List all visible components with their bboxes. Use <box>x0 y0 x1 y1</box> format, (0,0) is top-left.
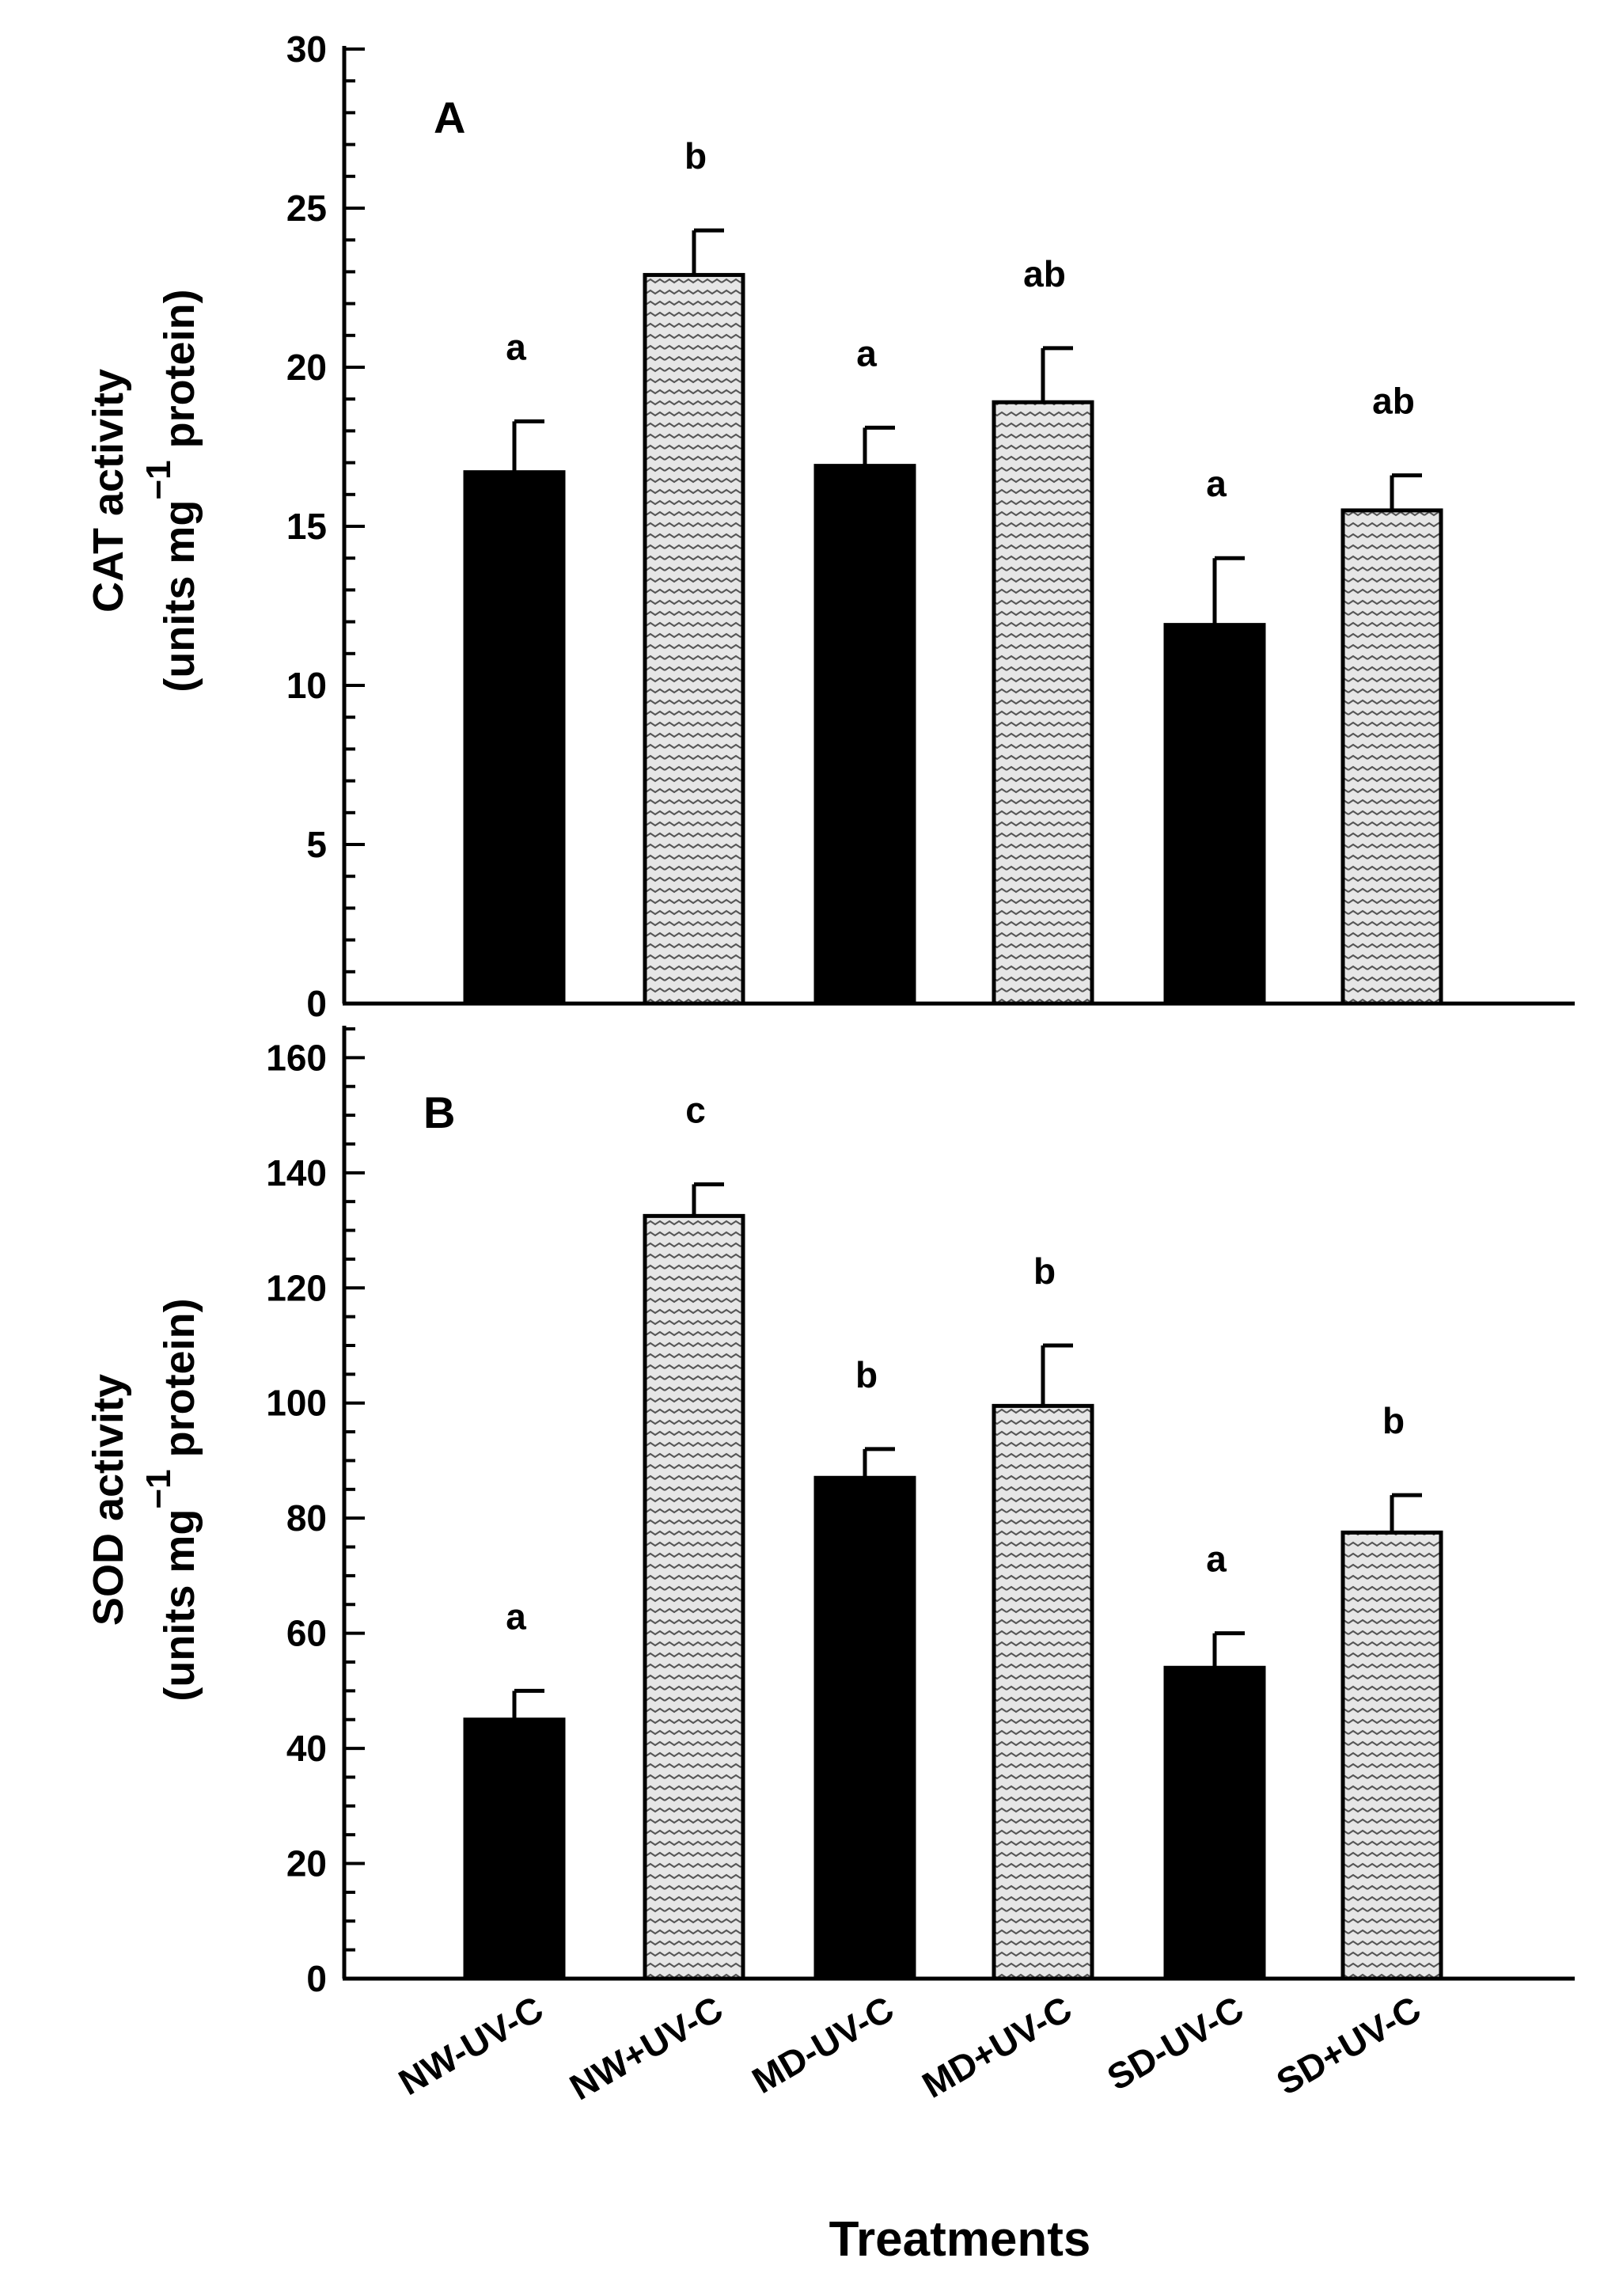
significance-letter: a <box>856 332 877 374</box>
bar-nwplus-uv-c <box>643 1213 745 1981</box>
y-axis-title-line2: (units mg−1 protein) <box>139 1298 203 1701</box>
y-tick-label: 120 <box>266 1267 327 1308</box>
error-bar <box>1212 556 1245 625</box>
y-tick-label: 40 <box>286 1728 327 1769</box>
error-bars-group <box>512 1182 1422 1720</box>
axes-group: 0 20 40 60 80 100 120 140 160 <box>266 1026 1575 1999</box>
axes-group: 0 5 10 15 20 25 30 <box>286 28 1575 1024</box>
error-bar <box>1212 1631 1245 1668</box>
significance-letter: b <box>684 135 707 176</box>
bar-nw-uv-c <box>463 470 566 1006</box>
y-tick-label: 140 <box>266 1152 327 1194</box>
bar-md-uv-c <box>813 464 916 1006</box>
significance-letter: ab <box>1023 253 1066 294</box>
bar-sd-uv-c <box>1163 623 1266 1006</box>
significance-letter: ab <box>1372 381 1415 422</box>
y-tick-label: 20 <box>286 347 327 388</box>
significance-letters-group: a c b b a b <box>506 1089 1405 1637</box>
x-category-label: SD-UV-C <box>1100 1988 1250 2099</box>
error-bar <box>863 425 895 466</box>
y-tick-label: 160 <box>266 1037 327 1078</box>
error-bar <box>1041 1343 1073 1406</box>
y-axis-title-line1: CAT activity <box>85 369 132 613</box>
chart-panel-b: a c b b a b 0 20 40 60 80 100 120 140 160 B SOD activ… <box>85 1026 1575 1999</box>
significance-letter: b <box>1382 1400 1405 1441</box>
y-tick-label: 5 <box>306 824 327 865</box>
x-category-label: NW-UV-C <box>392 1988 550 2104</box>
y-axis-title-b: SOD activity (units mg−1 protein) <box>85 1298 203 1701</box>
panel-label-a: A <box>434 93 465 142</box>
significance-letter: b <box>1033 1250 1056 1292</box>
significance-letter: b <box>855 1354 878 1395</box>
bar-mdplus-uv-c <box>992 400 1094 1006</box>
bar-mdplus-uv-c <box>992 1403 1094 1981</box>
error-bar <box>692 1182 724 1216</box>
significance-letter: a <box>506 1596 526 1637</box>
bar-sdplus-uv-c <box>1340 1530 1443 1981</box>
y-axis-title-line2: (units mg−1 protein) <box>139 289 203 692</box>
error-bar <box>1390 1493 1422 1533</box>
y-axis-title-line1: SOD activity <box>85 1374 132 1626</box>
y-tick-label: 100 <box>266 1383 327 1424</box>
y-tick-label: 25 <box>286 188 327 229</box>
error-bar <box>863 1447 895 1478</box>
significance-letter: c <box>685 1089 706 1130</box>
error-bar <box>512 419 544 472</box>
error-bar <box>692 228 724 275</box>
bars-group <box>463 1213 1443 1981</box>
y-tick-label: 20 <box>286 1843 327 1884</box>
bar-nw-uv-c <box>463 1717 566 1981</box>
y-tick-label: 60 <box>286 1613 327 1654</box>
y-tick-label: 10 <box>286 665 327 706</box>
bar-md-uv-c <box>813 1475 916 1981</box>
significance-letter: a <box>1206 463 1227 504</box>
x-category-label: MD+UV-C <box>916 1988 1079 2106</box>
error-bar <box>1390 473 1422 510</box>
error-bar <box>1041 346 1073 403</box>
y-axis-title-a: CAT activity (units mg−1 protein) <box>85 289 203 692</box>
y-tick-label: 30 <box>286 28 327 70</box>
error-bars-group <box>512 228 1422 625</box>
bar-sd-uv-c <box>1163 1665 1266 1981</box>
x-category-label: SD+UV-C <box>1269 1988 1428 2103</box>
x-category-label: MD-UV-C <box>745 1988 901 2101</box>
significance-letter: a <box>506 326 526 367</box>
x-category-labels: NW-UV-C NW+UV-C MD-UV-C MD+UV-C SD-UV-C SD+UV… <box>392 1988 1428 2108</box>
bar-nwplus-uv-c <box>643 272 745 1006</box>
panel-label-b: B <box>423 1087 455 1137</box>
y-tick-label: 15 <box>286 506 327 547</box>
y-tick-label: 80 <box>286 1497 327 1539</box>
bar-sdplus-uv-c <box>1340 508 1443 1006</box>
bars-group <box>463 272 1443 1006</box>
x-category-label: NW+UV-C <box>563 1988 730 2108</box>
y-tick-label: 0 <box>306 983 327 1024</box>
x-axis-title: Treatments <box>829 2212 1091 2267</box>
significance-letter: a <box>1206 1539 1227 1580</box>
error-bar <box>512 1688 544 1720</box>
y-tick-label: 0 <box>306 1958 327 1999</box>
